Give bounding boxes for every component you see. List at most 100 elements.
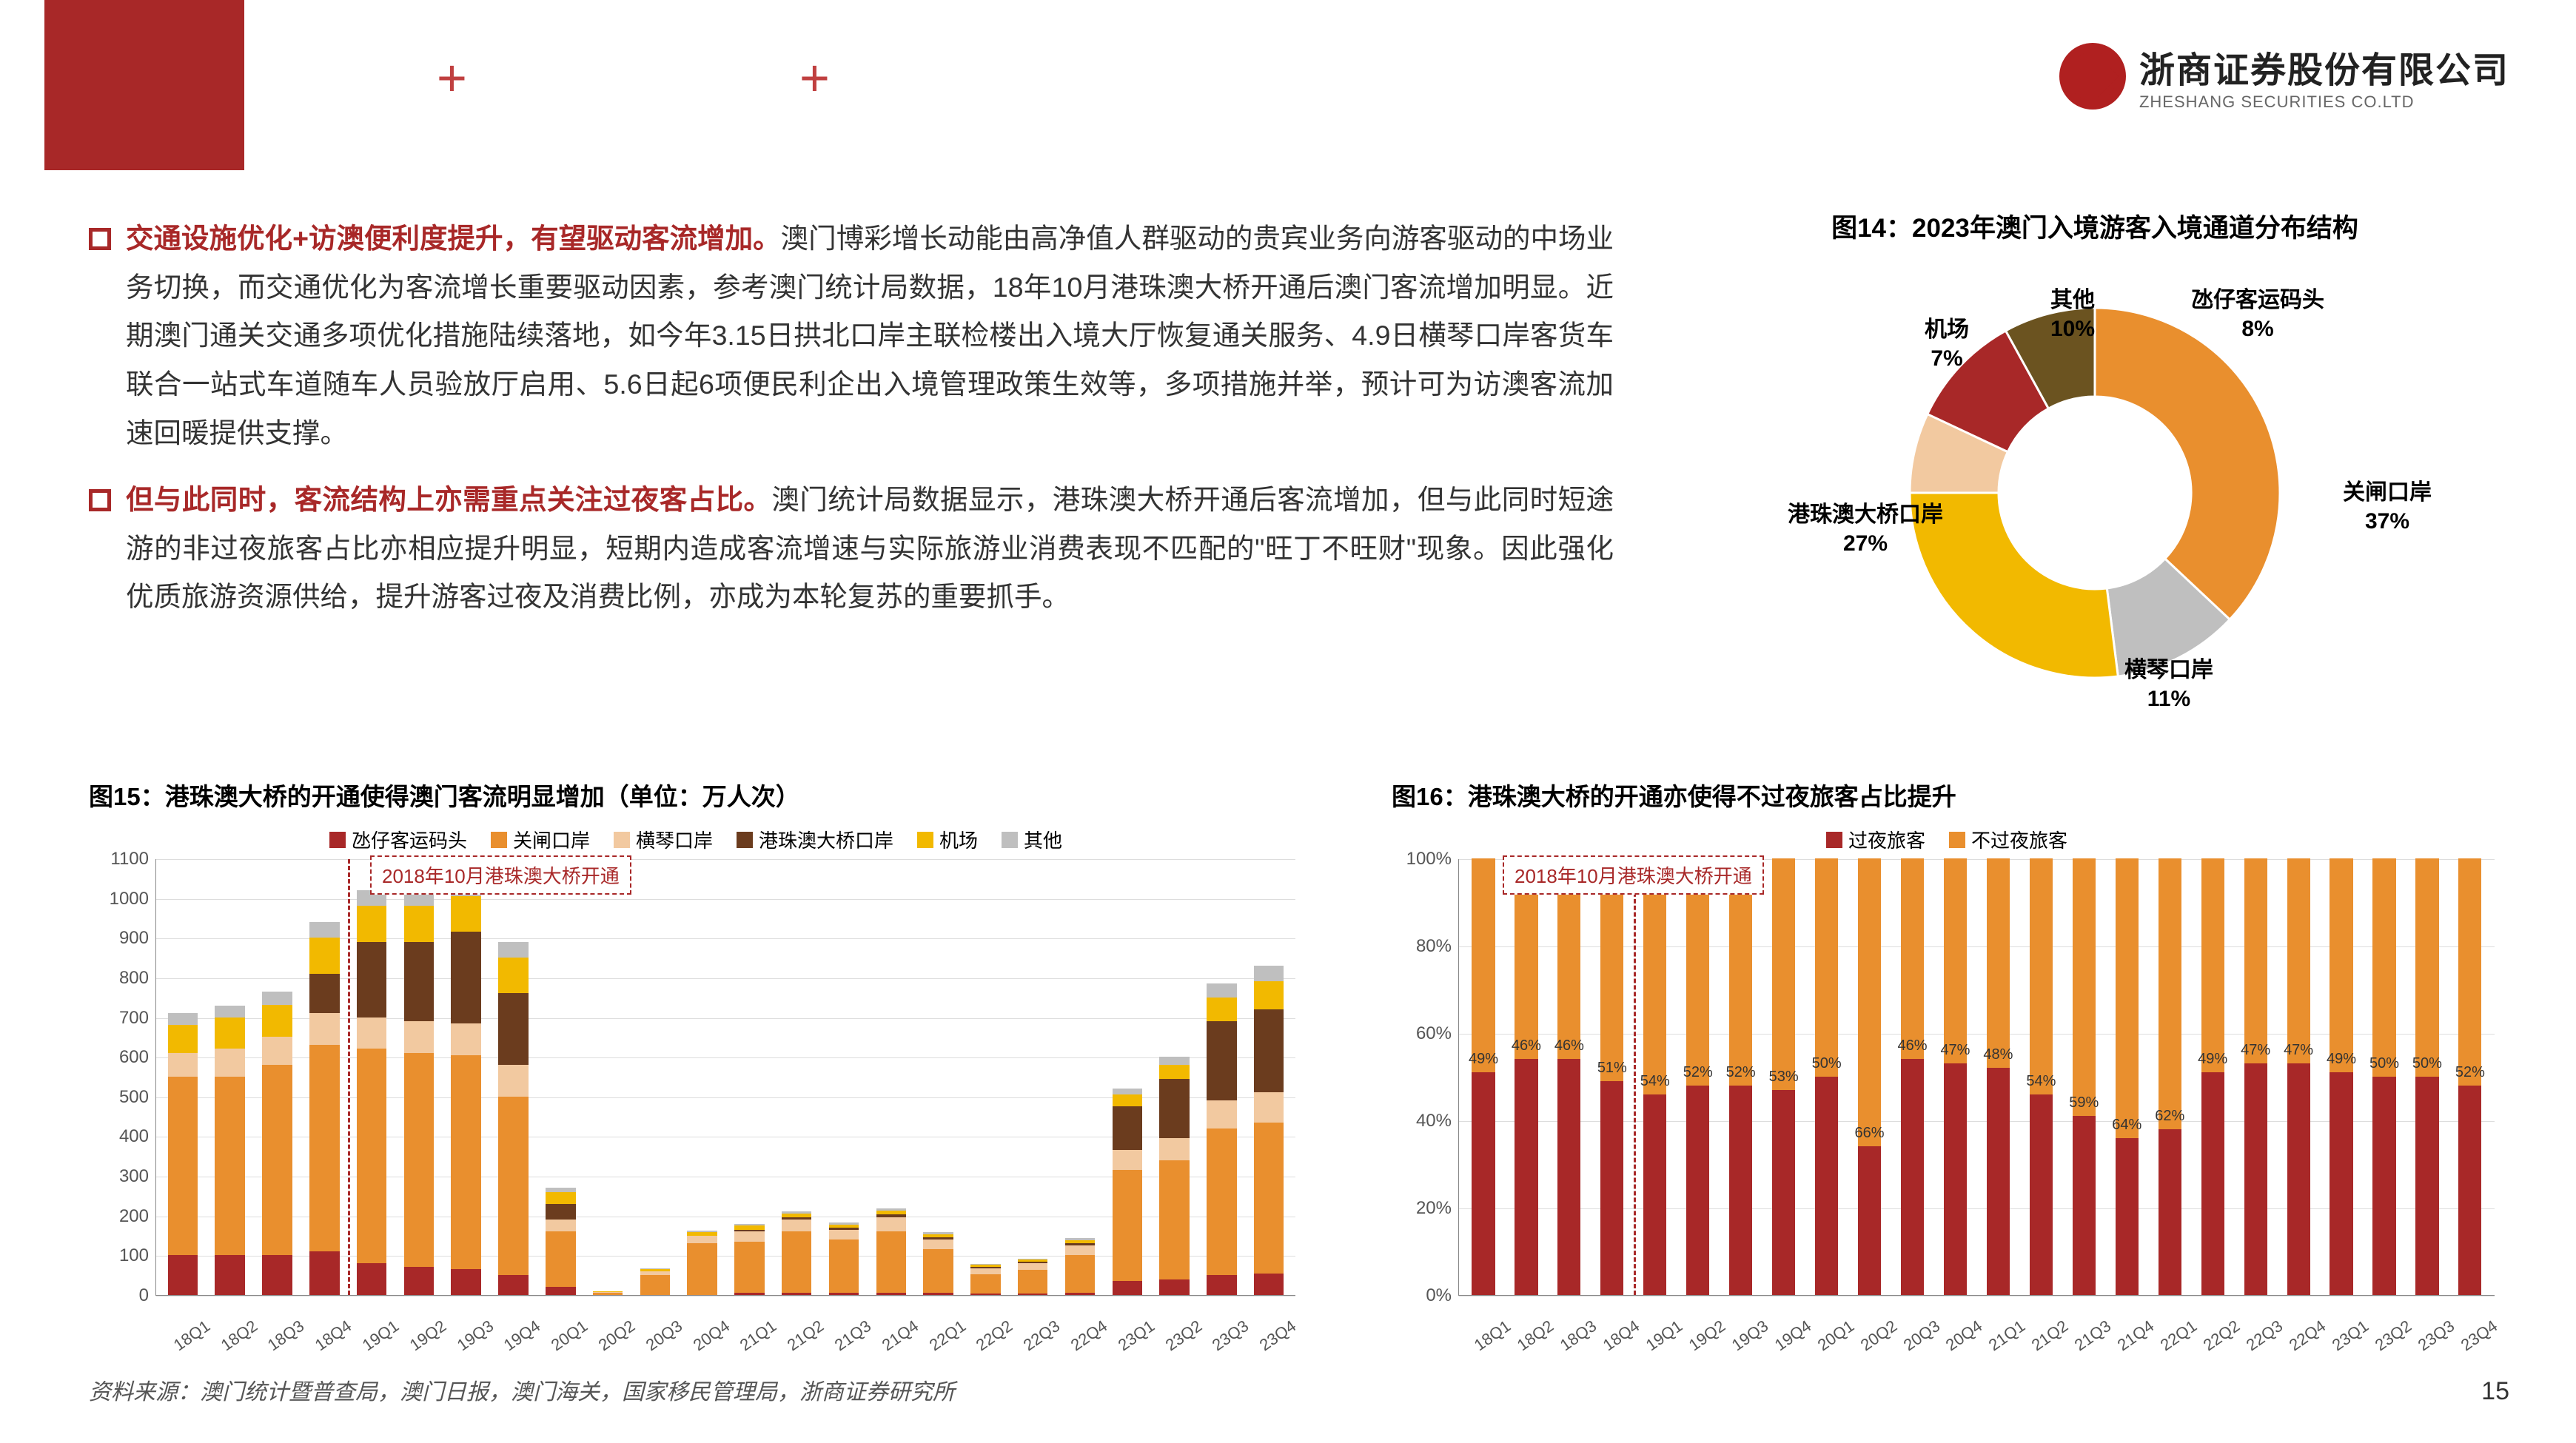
bar-segment [1858, 1146, 1881, 1295]
slide-header: + + 浙商证券股份有限公司 ZHESHANG SECURITIES CO.LT… [0, 0, 2576, 170]
legend-swatch [1949, 832, 1965, 848]
bar-segment [876, 1217, 906, 1231]
x-tick: 23Q4 [1256, 1316, 1300, 1355]
bar-segment [404, 1267, 434, 1295]
bar-segment [829, 1240, 859, 1293]
chart15-legend: 氹仔客运码头关闸口岸横琴口岸港珠澳大桥口岸机场其他 [89, 826, 1303, 853]
bar-column: 19Q4 [492, 942, 535, 1295]
bar-segment [2287, 1063, 2310, 1295]
bar-column: 22Q447% [2279, 858, 2318, 1295]
bar-value-label: 50% [2412, 1055, 2442, 1072]
bar-value-label: 64% [2112, 1117, 2141, 1134]
bar-segment [168, 1053, 198, 1077]
bar-segment [546, 1231, 575, 1287]
y-tick: 1100 [93, 849, 149, 870]
y-tick: 800 [93, 968, 149, 989]
bar-segment [546, 1204, 575, 1220]
bar-segment [734, 1231, 764, 1241]
bar-segment [2372, 858, 2395, 1077]
bar-value-label: 52% [2455, 1064, 2485, 1081]
body-text: 交通设施优化+访澳便利度提升，有望驱动客流增加。澳门博彩增长动能由高净值人群驱动… [89, 215, 1614, 640]
bar-column: 20Q346% [1894, 858, 1932, 1295]
bar-column: 23Q1 [1106, 1089, 1149, 1295]
chart15-annotation: 2018年10月港珠澳大桥开通 [370, 855, 631, 895]
bar-segment [734, 1293, 764, 1295]
bar-segment [923, 1240, 953, 1249]
bar-segment [2458, 858, 2481, 1086]
x-tick: 18Q2 [1514, 1316, 1557, 1355]
bar-column: 20Q266% [1851, 858, 1889, 1295]
bar-value-label: 53% [1769, 1069, 1799, 1086]
x-tick: 18Q1 [170, 1316, 214, 1355]
bar-segment [404, 942, 434, 1021]
legend-label: 机场 [939, 826, 978, 853]
x-tick: 23Q1 [2329, 1316, 2372, 1355]
chart15-title: 图15：港珠澳大桥的开通使得澳门客流明显增加（单位：万人次） [89, 777, 1303, 813]
bar-column: 22Q249% [2193, 858, 2232, 1295]
x-tick: 18Q4 [312, 1316, 355, 1355]
x-tick: 22Q1 [925, 1316, 969, 1355]
bar-segment [970, 1294, 1000, 1295]
bar-segment [876, 1231, 906, 1293]
legend-item: 关闸口岸 [491, 826, 590, 853]
bar-segment [546, 1287, 575, 1295]
bar-value-label: 50% [2369, 1055, 2399, 1072]
company-logo: 浙商证券股份有限公司 ZHESHANG SECURITIES CO.LTD [2059, 41, 2509, 112]
bar-column: 22Q2 [965, 1264, 1007, 1295]
bar-segment [2073, 858, 2096, 1116]
bar-segment [357, 906, 386, 941]
bar-column: 22Q4 [1059, 1238, 1101, 1295]
bar-segment [2458, 1086, 2481, 1295]
company-name-cn: 浙商证券股份有限公司 [2139, 41, 2509, 92]
bar-segment [1207, 998, 1236, 1021]
bar-value-label: 48% [1983, 1046, 2013, 1063]
y-tick: 400 [93, 1126, 149, 1147]
x-tick: 18Q2 [218, 1316, 261, 1355]
bar-segment [1113, 1170, 1142, 1281]
bar-segment [1944, 858, 1967, 1063]
bar-column: 23Q350% [2408, 858, 2446, 1295]
bar-segment [546, 1192, 575, 1204]
bar-segment [1815, 858, 1838, 1077]
chart15-stacked-bar: 图15：港珠澳大桥的开通使得澳门客流明显增加（单位：万人次） 氹仔客运码头关闸口… [89, 777, 1303, 1296]
bar-segment [2244, 858, 2267, 1063]
bar-segment [2201, 858, 2224, 1072]
legend-swatch [329, 832, 346, 848]
x-tick: 21Q3 [2071, 1316, 2115, 1355]
bar-segment [2159, 1129, 2181, 1295]
x-tick: 20Q1 [1814, 1316, 1857, 1355]
bar-segment [1901, 858, 1924, 1059]
bar-segment [1254, 1274, 1284, 1296]
legend-item: 港珠澳大桥口岸 [737, 826, 893, 853]
bar-segment [357, 942, 386, 1018]
bullet-lead: 交通设施优化+访澳便利度提升，有望驱动客流增加。 [126, 223, 781, 254]
x-tick: 23Q3 [2415, 1316, 2458, 1355]
bar-segment [1207, 983, 1236, 998]
bar-column: 21Q254% [2022, 858, 2060, 1295]
bar-segment [2415, 1077, 2438, 1295]
bar-column: 19Q453% [1765, 858, 1803, 1295]
bar-segment [2073, 1116, 2096, 1295]
bar-segment [1207, 1275, 1236, 1295]
bar-segment [1944, 1063, 1967, 1295]
bar-column: 21Q4 [870, 1208, 913, 1295]
source-footer: 资料来源：澳门统计暨普查局，澳门日报，澳门海关，国家移民管理局，浙商证券研究所 [89, 1373, 955, 1406]
bar-segment [215, 1018, 244, 1049]
bar-value-label: 59% [2069, 1094, 2099, 1111]
y-tick: 700 [93, 1008, 149, 1029]
x-tick: 21Q1 [737, 1316, 780, 1355]
bar-column: 20Q3 [634, 1268, 677, 1295]
bar-segment [498, 942, 528, 958]
bar-segment [1472, 858, 1495, 1072]
bar-value-label: 47% [2241, 1042, 2270, 1059]
bar-segment [2030, 858, 2053, 1094]
event-vline [348, 859, 350, 1295]
x-tick: 21Q4 [879, 1316, 922, 1355]
bar-column: 19Q252% [1679, 858, 1717, 1295]
bar-segment [1207, 1128, 1236, 1275]
legend-item: 机场 [917, 826, 978, 853]
bar-segment [1159, 1065, 1189, 1079]
bar-segment [498, 958, 528, 993]
bar-column: 20Q150% [1808, 858, 1846, 1295]
x-tick: 19Q3 [1728, 1316, 1772, 1355]
